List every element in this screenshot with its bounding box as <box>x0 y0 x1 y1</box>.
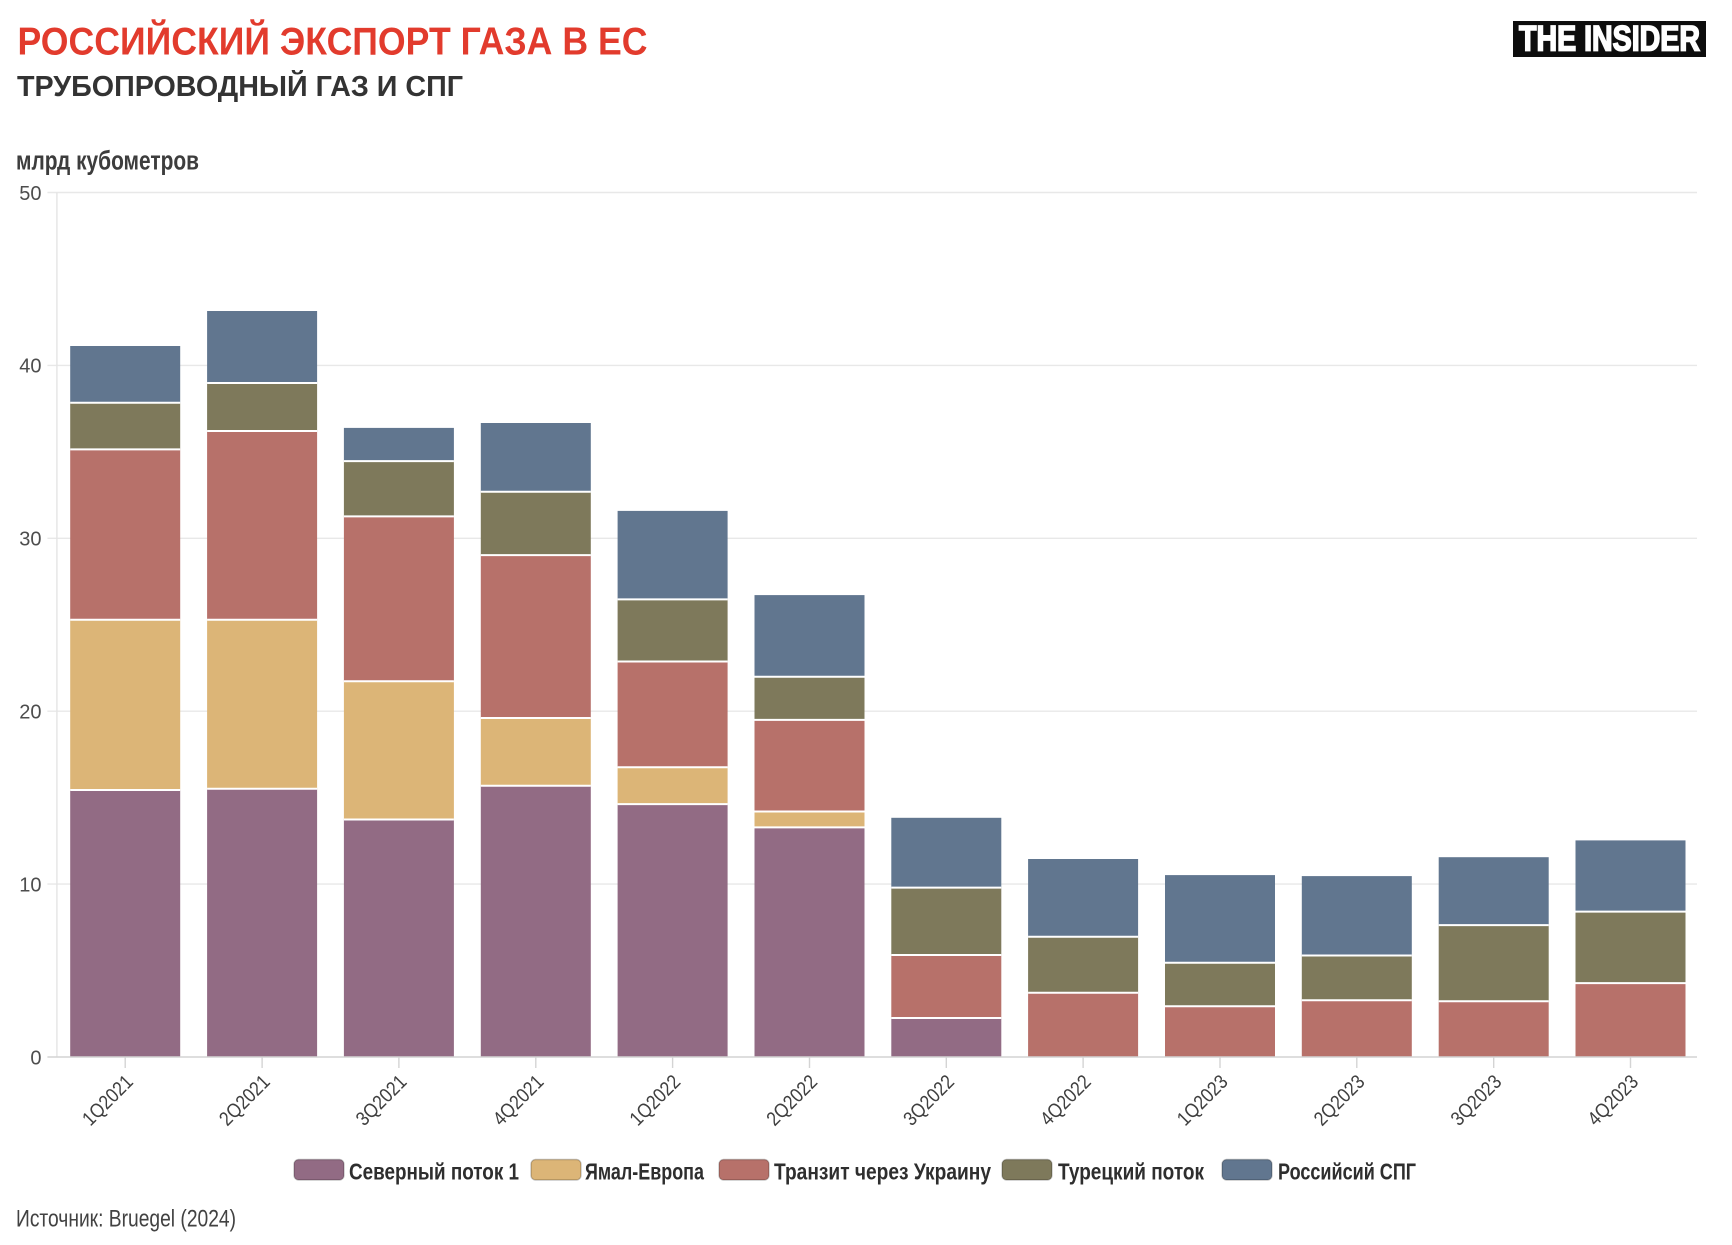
svg-text:0: 0 <box>30 1047 41 1069</box>
svg-text:10: 10 <box>19 874 41 896</box>
svg-text:THE INSIDER: THE INSIDER <box>1519 20 1700 59</box>
svg-text:млрд кубометров: млрд кубометров <box>16 145 199 175</box>
svg-text:20: 20 <box>19 702 41 724</box>
svg-text:ТРУБОПРОВОДНЫЙ ГАЗ И СПГ: ТРУБОПРОВОДНЫЙ ГАЗ И СПГ <box>17 69 463 103</box>
svg-text:Источник: Bruegel (2024): Источник: Bruegel (2024) <box>16 1206 236 1233</box>
svg-text:РОССИЙСКИЙ ЭКСПОРТ ГАЗА В ЕС: РОССИЙСКИЙ ЭКСПОРТ ГАЗА В ЕС <box>18 19 648 64</box>
svg-text:40: 40 <box>19 356 41 378</box>
svg-text:Турецкий поток: Турецкий поток <box>1058 1158 1204 1184</box>
svg-text:Транзит через Украину: Транзит через Украину <box>774 1158 991 1184</box>
svg-text:Северный поток 1: Северный поток 1 <box>349 1158 519 1184</box>
svg-text:Российсий СПГ: Российсий СПГ <box>1278 1158 1416 1184</box>
svg-text:Ямал-Европа: Ямал-Европа <box>585 1158 704 1184</box>
svg-text:30: 30 <box>19 529 41 551</box>
svg-text:50: 50 <box>19 183 41 205</box>
